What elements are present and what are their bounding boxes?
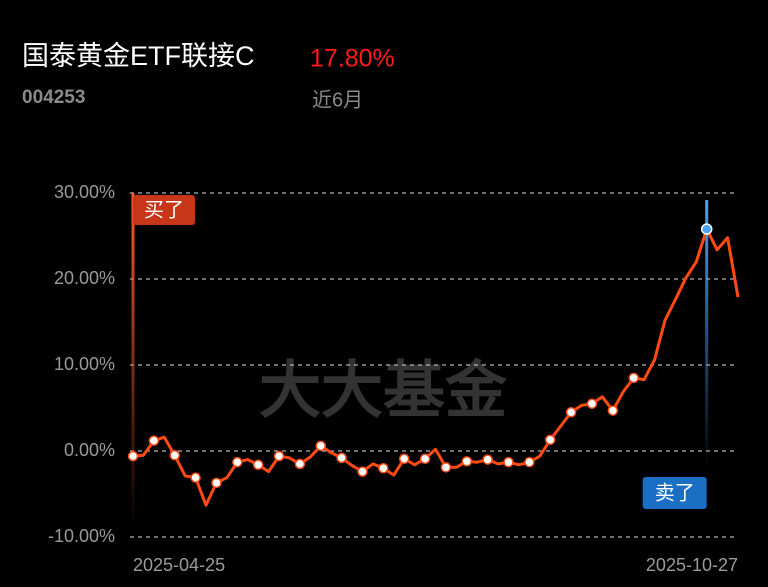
data-point [148, 435, 160, 446]
x-tick-label: 2025-04-25 [133, 555, 225, 575]
sell-tag [642, 477, 707, 509]
data-point [628, 372, 639, 384]
y-tick-label: 30.00% [54, 182, 115, 202]
data-point [315, 440, 327, 452]
buy-label: 买了 [144, 199, 184, 221]
data-point [273, 450, 285, 462]
data-point [357, 466, 368, 477]
data-point [544, 434, 556, 446]
fund-code: 004253 [22, 87, 85, 108]
data-point [169, 450, 180, 461]
fund-title: 国泰黄金ETF联接C [22, 41, 255, 71]
buy-line [131, 193, 135, 529]
y-tick-label: 20.00% [54, 268, 115, 288]
data-point [440, 462, 452, 473]
y-tick-label: 0.00% [64, 440, 115, 460]
data-point [607, 405, 619, 416]
period: 近6月 [312, 88, 363, 111]
y-tick-label: 10.00% [54, 354, 115, 374]
data-point [232, 456, 243, 468]
data-point [482, 454, 493, 465]
data-point [461, 456, 473, 467]
data-point [503, 456, 514, 468]
sell-point [700, 223, 713, 235]
data-point [565, 407, 577, 418]
data-point [211, 477, 222, 489]
data-point [586, 398, 598, 409]
data-point [378, 462, 389, 474]
data-point [336, 452, 347, 464]
watermark: 大大基金 [259, 356, 508, 425]
fund-return: 17.80% [310, 45, 395, 73]
data-point [190, 472, 201, 483]
data-point [252, 459, 264, 471]
data-point [398, 453, 410, 464]
data-point [524, 456, 535, 468]
data-point [419, 453, 431, 464]
data-point [127, 450, 139, 462]
sell-line [705, 200, 709, 470]
sell-label: 卖了 [655, 481, 695, 504]
buy-tag [133, 195, 195, 225]
data-point [294, 458, 306, 470]
y-tick-label: -10.00% [48, 526, 115, 546]
x-tick-label: 2025-10-27 [646, 555, 738, 575]
